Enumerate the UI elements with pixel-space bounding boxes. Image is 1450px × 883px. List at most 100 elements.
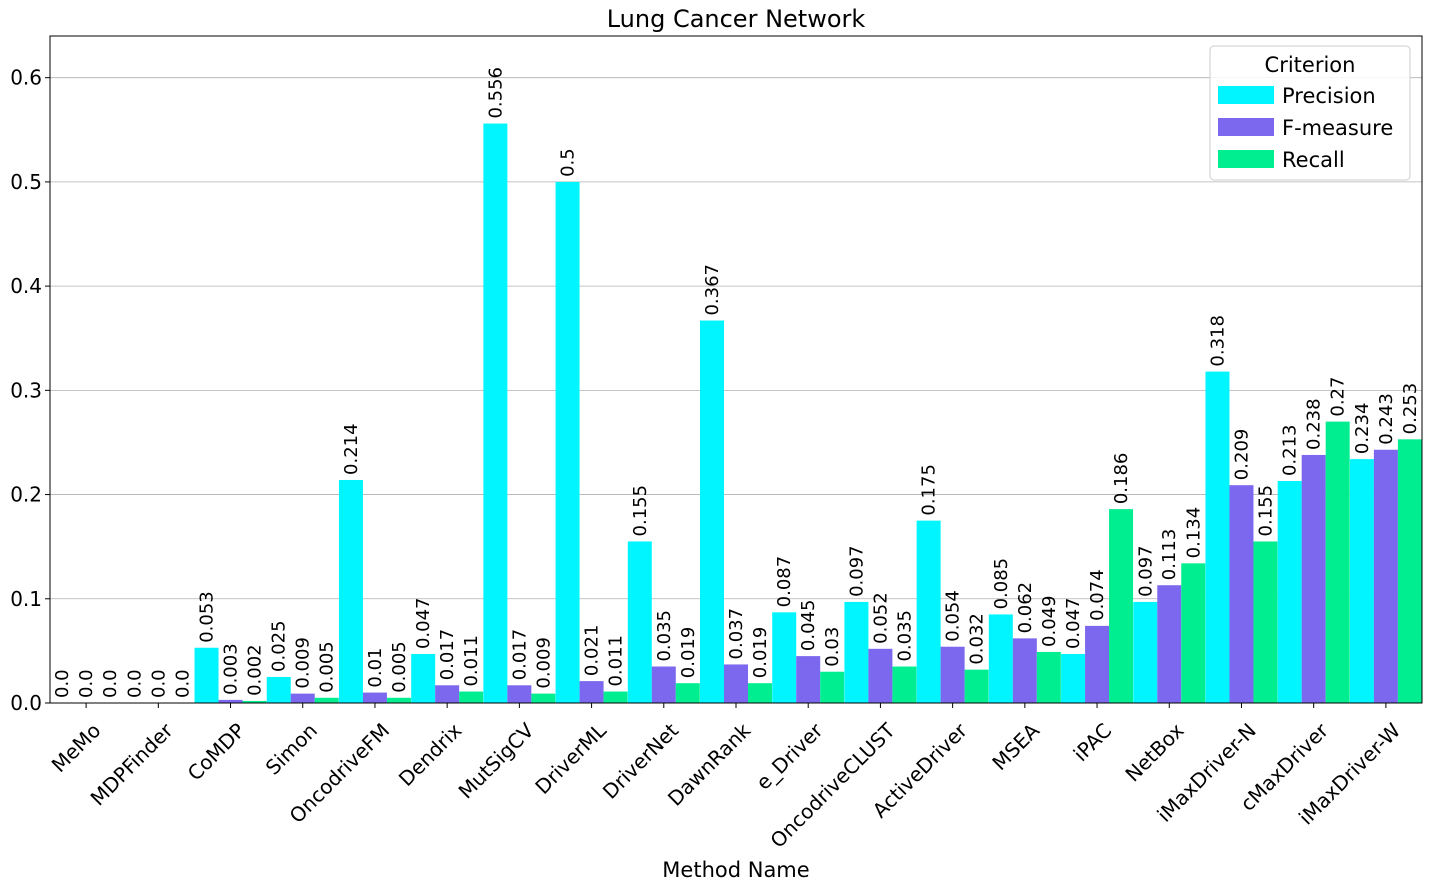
y-tick-label: 0.0 bbox=[10, 691, 42, 715]
bar-label-recall-comdp: 0.002 bbox=[245, 644, 266, 696]
bar-recall-msea bbox=[1036, 651, 1061, 703]
bar-label-f-measure-dawnrank: 0.037 bbox=[726, 608, 747, 660]
legend-swatch-f-measure bbox=[1218, 118, 1274, 136]
bar-precision-msea bbox=[988, 614, 1013, 703]
bar-f-measure-oncodrivefm bbox=[362, 692, 387, 703]
bar-f-measure-comdp bbox=[218, 699, 243, 703]
bar-label-precision-mutsigcv: 0.556 bbox=[485, 67, 506, 119]
x-tick-label-msea: MSEA bbox=[987, 718, 1044, 775]
chart-title: Lung Cancer Network bbox=[607, 5, 866, 33]
bar-f-measure-mutsigcv bbox=[507, 685, 532, 703]
bar-f-measure-msea bbox=[1012, 638, 1037, 703]
x-tick-label-memo: MeMo bbox=[47, 718, 106, 777]
bar-precision-driverml bbox=[555, 181, 580, 703]
bar-f-measure-driverml bbox=[579, 681, 604, 703]
bar-label-precision-netbox: 0.097 bbox=[1135, 545, 1156, 597]
bar-recall-cmaxdriver bbox=[1325, 421, 1350, 703]
bar-label-f-measure-msea: 0.062 bbox=[1015, 582, 1036, 634]
x-tick-label-ipac: iPAC bbox=[1069, 718, 1117, 766]
bar-recall-dendrix bbox=[459, 691, 484, 703]
bar-label-f-measure-cmaxdriver: 0.238 bbox=[1304, 398, 1325, 450]
y-tick-label: 0.1 bbox=[10, 587, 42, 611]
bar-precision-cmaxdriver bbox=[1277, 481, 1302, 703]
bar-recall-comdp bbox=[242, 700, 267, 703]
y-tick-label: 0.3 bbox=[10, 378, 42, 402]
legend-swatch-precision bbox=[1218, 86, 1274, 104]
bar-label-precision-ipac: 0.047 bbox=[1063, 597, 1084, 649]
bar-label-precision-activedriver: 0.175 bbox=[919, 464, 940, 516]
bar-label-f-measure-mutsigcv: 0.017 bbox=[509, 629, 530, 681]
legend-items: Precision F-measure Recall bbox=[1218, 84, 1393, 172]
bar-f-measure-e-driver bbox=[796, 656, 821, 703]
bar-f-measure-oncodriveclust bbox=[868, 648, 893, 703]
bar-precision-dawnrank bbox=[700, 320, 724, 703]
bar-label-recall-e-driver: 0.03 bbox=[822, 627, 843, 667]
bar-f-measure-dawnrank bbox=[724, 664, 748, 703]
bar-recall-dawnrank bbox=[748, 683, 772, 703]
bar-label-recall-oncodrivefm: 0.005 bbox=[389, 641, 410, 693]
bar-label-recall-cmaxdriver: 0.27 bbox=[1328, 377, 1349, 417]
bar-label-precision-comdp: 0.053 bbox=[197, 591, 218, 643]
bar-label-f-measure-drivernet: 0.035 bbox=[654, 610, 675, 662]
bar-f-measure-cmaxdriver bbox=[1301, 454, 1326, 703]
bar-precision-e-driver bbox=[772, 612, 797, 703]
bar-precision-dendrix bbox=[411, 654, 436, 703]
bar-label-recall-driverml: 0.011 bbox=[606, 635, 627, 687]
bar-label-recall-memo: 0.0 bbox=[100, 669, 121, 698]
bar-precision-simon bbox=[266, 676, 291, 703]
y-tick-label: 0.5 bbox=[10, 170, 42, 194]
bar-label-f-measure-oncodriveclust: 0.052 bbox=[870, 592, 891, 644]
bar-recall-imaxdriver-w bbox=[1397, 439, 1422, 703]
bar-precision-mutsigcv bbox=[483, 123, 508, 703]
bar-recall-oncodrivefm bbox=[386, 697, 411, 703]
legend-title: Criterion bbox=[1265, 53, 1356, 77]
bar-label-recall-mutsigcv: 0.009 bbox=[533, 637, 554, 689]
bar-recall-e-driver bbox=[820, 671, 845, 703]
bar-recall-simon bbox=[314, 697, 339, 703]
bars bbox=[194, 123, 1422, 703]
bar-label-f-measure-activedriver: 0.054 bbox=[943, 590, 964, 642]
bar-precision-imaxdriver-n bbox=[1205, 371, 1230, 703]
bar-precision-drivernet bbox=[627, 541, 652, 703]
bar-label-recall-imaxdriver-n: 0.155 bbox=[1255, 485, 1276, 537]
y-axis-ticks: 0.0 0.1 0.2 0.3 0.4 0.5 0.6 bbox=[10, 66, 50, 715]
bar-label-f-measure-mdpfinder: 0.0 bbox=[148, 669, 169, 698]
x-tick-label-e-driver: e_Driver bbox=[751, 718, 828, 795]
bar-recall-mutsigcv bbox=[531, 693, 556, 703]
bar-label-recall-netbox: 0.134 bbox=[1183, 507, 1204, 559]
bar-f-measure-drivernet bbox=[651, 666, 676, 703]
x-tick-label-simon: Simon bbox=[261, 718, 322, 779]
bar-label-f-measure-driverml: 0.021 bbox=[582, 625, 603, 677]
bar-f-measure-imaxdriver-w bbox=[1373, 449, 1398, 703]
bar-recall-activedriver bbox=[964, 669, 989, 703]
bar-precision-ipac bbox=[1061, 654, 1086, 703]
x-tick-label-comdp: CoMDP bbox=[183, 718, 250, 785]
legend-box bbox=[1209, 45, 1411, 181]
bar-f-measure-netbox bbox=[1157, 585, 1182, 703]
bar-label-precision-imaxdriver-w: 0.234 bbox=[1352, 403, 1373, 455]
bar-label-precision-memo: 0.0 bbox=[52, 669, 73, 698]
bar-label-f-measure-oncodrivefm: 0.01 bbox=[365, 648, 386, 688]
bar-f-measure-activedriver bbox=[940, 646, 965, 703]
bar-label-recall-imaxdriver-w: 0.253 bbox=[1400, 383, 1421, 435]
bar-recall-drivernet bbox=[675, 683, 700, 703]
bar-label-precision-mdpfinder: 0.0 bbox=[124, 669, 145, 698]
bar-precision-oncodrivefm bbox=[338, 479, 363, 703]
bar-label-recall-msea: 0.049 bbox=[1039, 595, 1060, 647]
bar-label-f-measure-ipac: 0.074 bbox=[1087, 569, 1108, 621]
bar-label-precision-driverml: 0.5 bbox=[558, 148, 579, 177]
bar-label-f-measure-dendrix: 0.017 bbox=[437, 629, 458, 681]
bar-label-f-measure-imaxdriver-n: 0.209 bbox=[1231, 429, 1252, 481]
bar-label-recall-drivernet: 0.019 bbox=[678, 627, 699, 679]
bar-label-precision-dendrix: 0.047 bbox=[413, 597, 434, 649]
bar-label-recall-activedriver: 0.032 bbox=[967, 613, 988, 665]
bar-label-precision-msea: 0.085 bbox=[991, 558, 1012, 610]
gridlines bbox=[50, 77, 1422, 704]
bar-label-recall-mdpfinder: 0.0 bbox=[172, 669, 193, 698]
bar-label-f-measure-memo: 0.0 bbox=[76, 669, 97, 698]
bar-label-recall-dendrix: 0.011 bbox=[461, 635, 482, 687]
bar-label-precision-drivernet: 0.155 bbox=[630, 485, 651, 537]
